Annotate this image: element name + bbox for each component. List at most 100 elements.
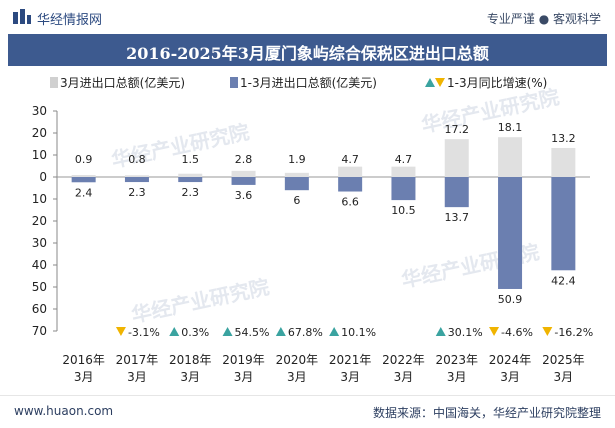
growth-up-icon [329,327,340,336]
bar-monthly [391,166,416,177]
x-tick-label-month: 3月 [554,370,574,384]
growth-up-icon [222,327,233,336]
y-tick-label: 60 [32,302,47,316]
growth-label: 10.1% [341,326,376,339]
title-bar: 2016-2025年3月厦门象屿综合保税区进出口总额 [8,34,607,66]
growth-label: 0.3% [181,326,209,339]
footer-url: www.huaon.com [14,404,114,418]
growth-label: 54.5% [235,326,270,339]
bar-cumulative [551,177,576,271]
bar-monthly [444,139,469,177]
y-tick-label: 0 [39,170,47,184]
x-tick-label-month: 3月 [127,370,147,384]
bar-cumulative [391,177,416,201]
data-label-monthly: 17.2 [445,123,470,136]
growth-label: -4.6% [501,326,533,339]
y-tick-label: 40 [32,258,47,272]
logo-icon [13,9,31,24]
legend-item-monthly: 3月进出口总额(亿美元) [50,74,185,91]
bar-cumulative [231,177,256,185]
bar-cumulative [444,177,469,208]
x-tick-label-year: 2023年 [435,353,478,367]
chart-canvas: 30 20 10 0 10 20 30 40 50 60 70 0.9 2.4 2016年 3月 0.8 2.3… [32,104,594,384]
bar-cumulative [71,177,96,183]
bar-cumulative [498,177,523,289]
data-label-monthly: 1.9 [288,153,306,166]
x-tick-label-month: 3月 [234,370,254,384]
bar-cumulative [124,177,149,183]
data-label-cumulative: 13.7 [445,211,470,224]
x-tick-label-month: 3月 [180,370,200,384]
data-label-monthly: 4.7 [341,153,359,166]
legend-item-cumulative: 1-3月进出口总额(亿美元) [230,74,377,91]
y-tick-label: 10 [32,192,47,206]
bar-monthly [498,137,523,177]
growth-down-icon [542,327,553,336]
data-label-cumulative: 2.3 [182,186,200,199]
x-tick-label-year: 2019年 [222,353,265,367]
legend-item-growth: 1-3月同比增速(%) [425,74,547,91]
footer: www.huaon.com 数据来源：中国海关，华经产业研究院整理 [0,395,615,428]
data-label-monthly: 2.8 [235,153,253,166]
chart-legend: 3月进出口总额(亿美元) 1-3月进出口总额(亿美元) 1-3月同比增速(%) [0,74,615,92]
chart-title: 2016-2025年3月厦门象屿综合保税区进出口总额 [126,44,489,63]
logo-text: 华经情报网 [37,13,103,28]
y-tick-label: 70 [32,324,47,338]
bar-monthly [551,147,576,177]
growth-label: -3.1% [128,326,160,339]
y-tick-label: 50 [32,280,47,294]
bar-monthly [231,170,256,177]
x-tick-label-month: 3月 [74,370,94,384]
bar-monthly [178,173,203,177]
data-label-cumulative: 42.4 [551,274,576,287]
legend-label-monthly: 3月进出口总额(亿美元) [60,76,185,90]
x-tick-label-month: 3月 [500,370,520,384]
x-tick-label-year: 2020年 [276,353,319,367]
data-label-monthly: 18.1 [498,121,523,134]
data-label-monthly: 13.2 [551,132,576,145]
legend-swatch-blue [230,77,238,88]
legend-triangle-up-icon [425,78,435,87]
bar-cumulative [338,177,363,192]
growth-down-icon [115,327,126,336]
top-header: 华经情报网 专业严谨 ● 客观科学 [0,0,615,34]
data-label-monthly: 0.8 [128,153,146,166]
x-tick-label-year: 2024年 [489,353,532,367]
data-label-cumulative: 6 [293,194,300,207]
x-tick-label-year: 2025年 [542,353,585,367]
x-tick-label-year: 2017年 [116,353,159,367]
legend-triangle-down-icon [435,78,445,87]
y-tick-label: 20 [32,126,47,140]
growth-down-icon [489,327,500,336]
growth-up-icon [275,327,286,336]
growth-up-icon [435,327,446,336]
legend-label-cumulative: 1-3月进出口总额(亿美元) [240,76,377,90]
bar-cumulative [284,177,309,191]
data-label-cumulative: 2.3 [128,186,146,199]
data-label-cumulative: 3.6 [235,189,253,202]
x-tick-label-month: 3月 [394,370,414,384]
growth-label: 67.8% [288,326,323,339]
footer-source: 数据来源：中国海关，华经产业研究院整理 [372,406,601,420]
data-label-monthly: 4.7 [395,153,413,166]
bar-monthly [124,175,149,177]
data-label-monthly: 1.5 [182,153,200,166]
x-tick-label-year: 2018年 [169,353,212,367]
bar-monthly [338,166,363,177]
x-tick-label-month: 3月 [447,370,467,384]
bar-monthly [71,175,96,177]
growth-label: 30.1% [448,326,483,339]
growth-up-icon [169,327,180,336]
data-label-cumulative: 10.5 [391,204,416,217]
y-tick-label: 30 [32,236,47,250]
x-tick-label-month: 3月 [287,370,307,384]
legend-label-growth: 1-3月同比增速(%) [447,76,548,90]
bar-monthly [284,172,309,177]
legend-swatch-gray [50,77,58,88]
bar-cumulative [178,177,203,183]
x-tick-label-year: 2016年 [62,353,105,367]
tagline: 专业严谨 ● 客观科学 [486,12,601,26]
data-label-cumulative: 6.6 [341,196,359,209]
data-label-monthly: 0.9 [75,153,93,166]
y-tick-label: 10 [32,148,47,162]
